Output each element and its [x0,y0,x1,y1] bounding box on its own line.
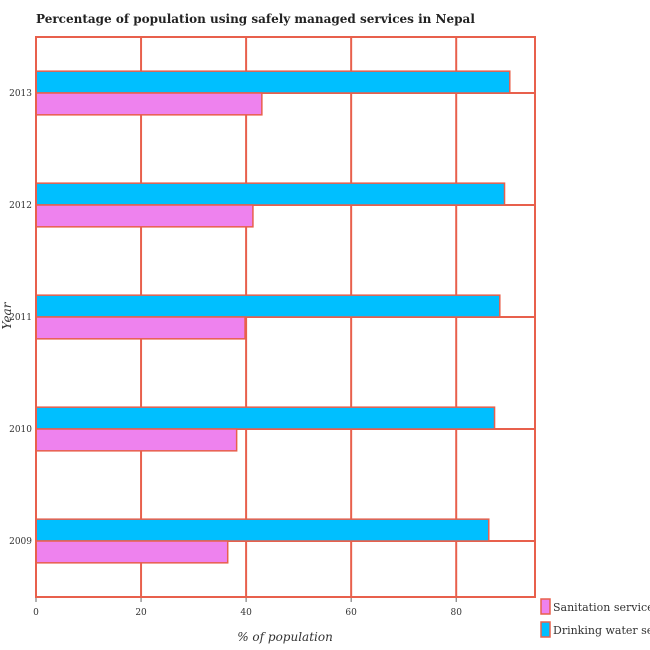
bar-sanitation [35,428,238,452]
legend: Sanitation services Drinking water servic… [540,598,650,638]
y-axis-title: Year [0,301,14,329]
tick-labels: 0 20 40 60 80 2009 2010 2011 2012 2013 [9,89,462,618]
legend-label: Sanitation services [553,601,650,614]
legend-swatch [540,621,551,638]
x-tick-label: 60 [345,608,357,618]
y-tick-label: 2010 [9,425,32,435]
x-axis-title: % of population [237,630,333,644]
x-tick-label: 80 [450,608,462,618]
bar-drinking-water [35,70,511,94]
bar-drinking-water [35,406,496,430]
x-tick-label: 0 [33,608,39,618]
legend-swatch [540,598,551,615]
bar-sanitation [35,204,254,228]
y-tick-label: 2009 [9,537,32,547]
legend-label: Drinking water services [553,624,650,637]
y-tick-label: 2012 [9,201,32,211]
bar-drinking-water [35,294,501,318]
y-tick-label: 2013 [9,89,32,99]
bars [35,70,511,564]
bar-sanitation [35,540,229,564]
x-tick-label: 20 [135,608,147,618]
bar-drinking-water [35,182,506,206]
chart-title: Percentage of population using safely ma… [36,12,475,26]
x-tick-label: 40 [240,608,252,618]
bar-drinking-water [35,518,490,542]
y-tick-label: 2011 [9,313,32,323]
bar-sanitation [35,92,263,116]
plot-frame [35,36,536,598]
bar-sanitation [35,316,246,340]
